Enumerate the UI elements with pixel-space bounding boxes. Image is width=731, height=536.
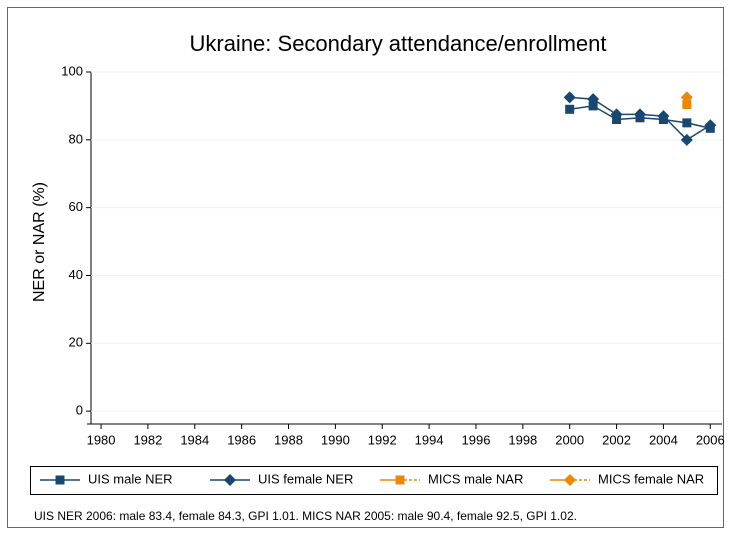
legend-label: UIS female NER — [258, 471, 353, 486]
y-tick-label: 0 — [76, 403, 83, 418]
x-tick-label: 1980 — [87, 432, 116, 447]
x-tick-label: 2002 — [602, 432, 631, 447]
legend-marker — [395, 475, 405, 485]
data-point — [565, 104, 575, 114]
y-tick-label: 80 — [69, 131, 83, 146]
frame — [7, 7, 724, 528]
y-tick-label: 100 — [61, 63, 83, 78]
legend-marker — [564, 474, 576, 486]
x-tick-label: 1996 — [462, 432, 491, 447]
note: UIS NER 2006: male 83.4, female 84.3, GP… — [34, 509, 577, 523]
legend-box — [30, 466, 718, 495]
legend-label: MICS female NAR — [598, 471, 704, 486]
x-tick-label: 1986 — [227, 432, 256, 447]
x-tick-label: 1998 — [508, 432, 537, 447]
data-point — [704, 119, 717, 132]
data-point — [610, 108, 623, 121]
x-tick-label: 1994 — [415, 432, 444, 447]
data-point — [657, 110, 670, 123]
x-tick-label: 2000 — [555, 432, 584, 447]
y-tick-label: 60 — [69, 199, 83, 214]
y-axis-label: NER or NAR (%) — [31, 182, 48, 302]
data-point — [680, 133, 693, 146]
y-tick-label: 20 — [69, 335, 83, 350]
x-tick-label: 2004 — [649, 432, 678, 447]
data-point — [563, 91, 576, 104]
data-point — [682, 118, 692, 128]
x-tick-label: 1982 — [133, 432, 162, 447]
x-tick-label: 1992 — [368, 432, 397, 447]
x-tick-label: 1984 — [180, 432, 209, 447]
legend-marker — [224, 474, 236, 486]
legend-label: UIS male NER — [88, 471, 173, 486]
y-tick-label: 40 — [69, 267, 83, 282]
x-tick-label: 1988 — [274, 432, 303, 447]
x-tick-label: 1990 — [321, 432, 350, 447]
legend-label: MICS male NAR — [428, 471, 523, 486]
chart-title: Ukraine: Secondary attendance/enrollment — [189, 31, 606, 56]
x-tick-label: 2006 — [696, 432, 725, 447]
data-point — [587, 93, 600, 106]
data-point — [680, 91, 693, 104]
data-point — [633, 108, 646, 121]
data-point — [682, 100, 692, 110]
legend-marker — [55, 475, 65, 485]
data-point — [588, 101, 598, 111]
